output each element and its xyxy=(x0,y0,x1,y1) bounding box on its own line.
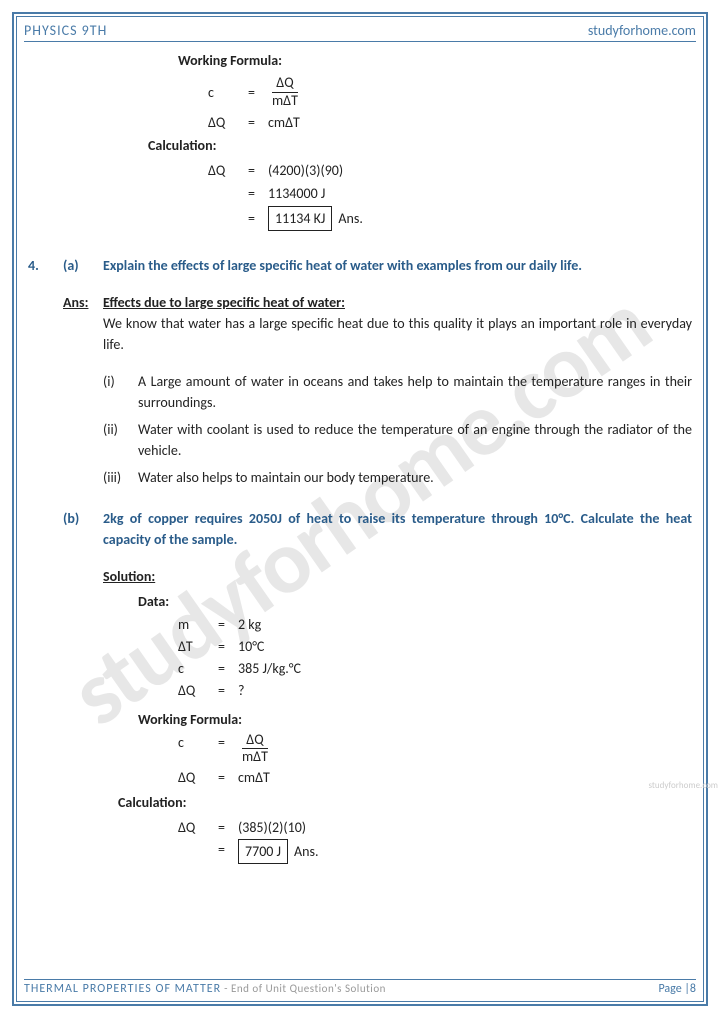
header-title: PHYSICS 9TH xyxy=(24,22,107,39)
question-part: (a) xyxy=(63,255,79,276)
eq: = xyxy=(248,82,268,103)
question-text: Explain the effects of large specific he… xyxy=(103,255,692,276)
page-footer: THERMAL PROPERTIES OF MATTER - End of Un… xyxy=(24,979,696,996)
calc-row: = 11134 KJAns. xyxy=(208,206,692,231)
fraction: ΔQmΔT xyxy=(238,732,272,767)
calc-row: ΔQ=(385)(2)(10) xyxy=(178,817,692,838)
list-item: (i)A Large amount of water in oceans and… xyxy=(103,371,692,413)
calculation-label: Calculation: xyxy=(118,792,692,813)
calculation-label: Calculation: xyxy=(148,135,692,156)
data-row: ΔQ=? xyxy=(178,680,692,701)
ans-text: Ans. xyxy=(294,843,318,860)
formula-row: c = ΔQmΔT xyxy=(208,75,692,110)
side-watermark: studyforhome.com xyxy=(648,780,718,791)
working-formula-label: Working Formula: xyxy=(178,50,692,71)
answer-box: 7700 J xyxy=(238,839,288,864)
data-label: Data: xyxy=(138,591,692,612)
data-row: m=2 kg xyxy=(178,614,692,635)
page-header: PHYSICS 9TH studyforhome.com xyxy=(24,22,696,42)
question-part: (b) xyxy=(63,508,79,529)
var: c xyxy=(208,82,248,103)
ans-text: Ans. xyxy=(338,210,362,227)
data-row: c=385 J/kg.°C xyxy=(178,658,692,679)
footer-left: THERMAL PROPERTIES OF MATTER - End of Un… xyxy=(24,982,386,996)
list-item: (ii)Water with coolant is used to reduce… xyxy=(103,419,692,461)
header-site: studyforhome.com xyxy=(588,22,696,39)
data-row: ΔT=10°C xyxy=(178,636,692,657)
solution-label: Solution: xyxy=(103,566,692,587)
answer-box: 11134 KJ xyxy=(268,206,332,231)
list-item: (iii)Water also helps to maintain our bo… xyxy=(103,467,692,488)
formula-row: c = ΔQmΔT xyxy=(178,732,692,767)
formula-row: ΔQ=cmΔT xyxy=(178,767,692,788)
working-formula-label: Working Formula: xyxy=(138,709,692,730)
footer-page: Page |8 xyxy=(658,982,696,996)
calc-row: = 1134000 J xyxy=(208,183,692,204)
calc-row: ΔQ = (4200)(3)(90) xyxy=(208,160,692,181)
question-text: 2kg of copper requires 2050J of heat to … xyxy=(103,508,692,550)
answer-body: We know that water has a large specific … xyxy=(103,313,692,355)
calc-row: =7700 JAns. xyxy=(178,839,692,864)
fraction: ΔQmΔT xyxy=(268,75,302,110)
page-content: Working Formula: c = ΔQmΔT ΔQ = cmΔT Cal… xyxy=(28,50,692,968)
answer-heading: Effects due to large specific heat of wa… xyxy=(103,292,692,313)
question-number: 4. xyxy=(28,255,39,276)
answer-label: Ans: xyxy=(63,292,88,313)
formula-row: ΔQ = cmΔT xyxy=(208,112,692,133)
